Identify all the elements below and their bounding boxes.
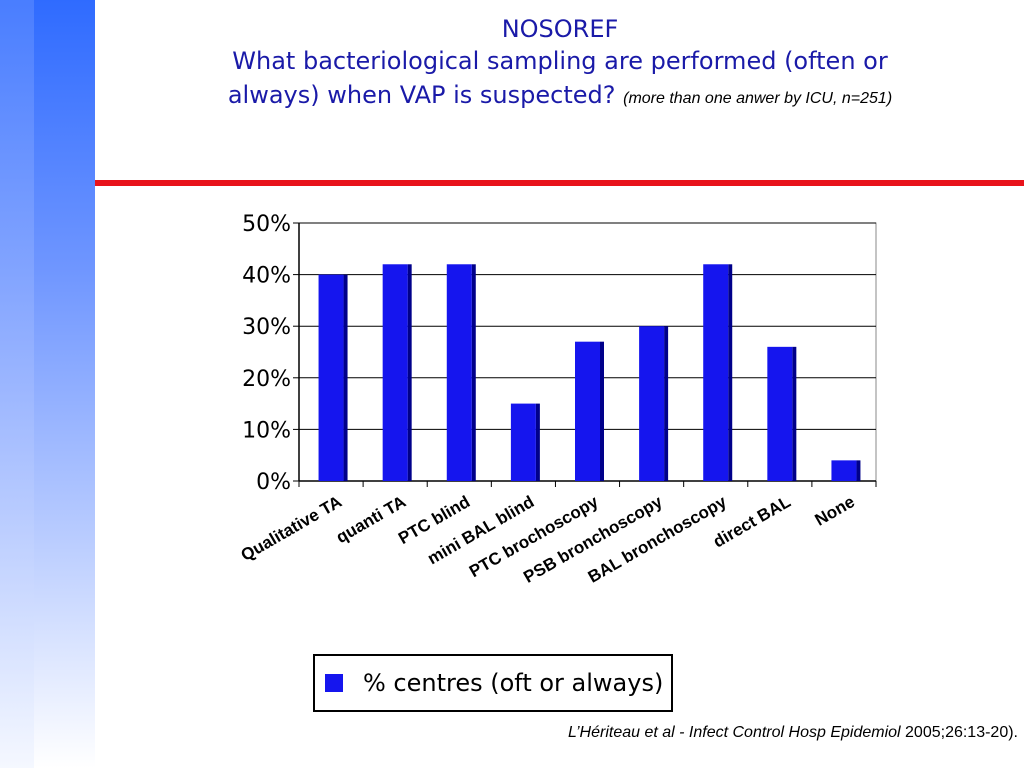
question-note: (more than one anwer by ICU, n=251) bbox=[623, 90, 893, 107]
x-tick-label: Qualitative TA bbox=[238, 492, 345, 565]
side-bar-highlight bbox=[0, 0, 34, 768]
bar-side bbox=[600, 341, 604, 481]
decorative-side-bar bbox=[0, 0, 95, 768]
bar bbox=[510, 403, 536, 481]
legend-label: % centres (oft or always) bbox=[363, 669, 664, 697]
bar-side bbox=[856, 460, 861, 481]
y-tick-label: 10% bbox=[242, 418, 291, 443]
title-block: NOSOREF What bacteriological sampling ar… bbox=[110, 14, 1010, 116]
y-tick-label: 30% bbox=[242, 315, 291, 340]
citation-reference: 2005;26:13-20). bbox=[900, 724, 1018, 741]
legend-swatch bbox=[325, 674, 343, 692]
citation: L’Hériteau et al - Infect Control Hosp E… bbox=[568, 724, 1018, 742]
bar-side bbox=[407, 264, 412, 481]
bar-side bbox=[471, 264, 476, 481]
bar bbox=[318, 274, 344, 481]
x-tick-label: None bbox=[812, 492, 858, 530]
y-tick-label: 40% bbox=[242, 264, 291, 289]
bar bbox=[446, 264, 472, 481]
bar bbox=[831, 460, 857, 481]
question-line-2: always) when VAP is suspected? (more tha… bbox=[110, 78, 1010, 116]
bar bbox=[703, 264, 729, 481]
bar bbox=[767, 346, 793, 481]
bar-side bbox=[664, 326, 669, 481]
bar-side bbox=[535, 403, 540, 481]
bar-side bbox=[728, 264, 733, 481]
question-line-1: What bacteriological sampling are perfor… bbox=[232, 47, 888, 75]
chart-legend: % centres (oft or always) bbox=[313, 654, 674, 712]
x-tick-label: quanti TA bbox=[333, 492, 409, 547]
y-tick-label: 50% bbox=[242, 212, 291, 237]
red-divider bbox=[95, 180, 1024, 186]
bar-side bbox=[343, 274, 348, 481]
slide-title: NOSOREF bbox=[501, 15, 619, 43]
bar bbox=[575, 341, 600, 481]
bar bbox=[639, 326, 665, 481]
y-tick-label: 20% bbox=[242, 367, 291, 392]
bar-side bbox=[792, 346, 797, 481]
bar bbox=[382, 264, 408, 481]
y-tick-label: 0% bbox=[256, 470, 291, 495]
question-text: always) when VAP is suspected? bbox=[227, 81, 616, 109]
citation-authors: L’Hériteau et al - Infect Control Hosp E… bbox=[567, 724, 901, 741]
